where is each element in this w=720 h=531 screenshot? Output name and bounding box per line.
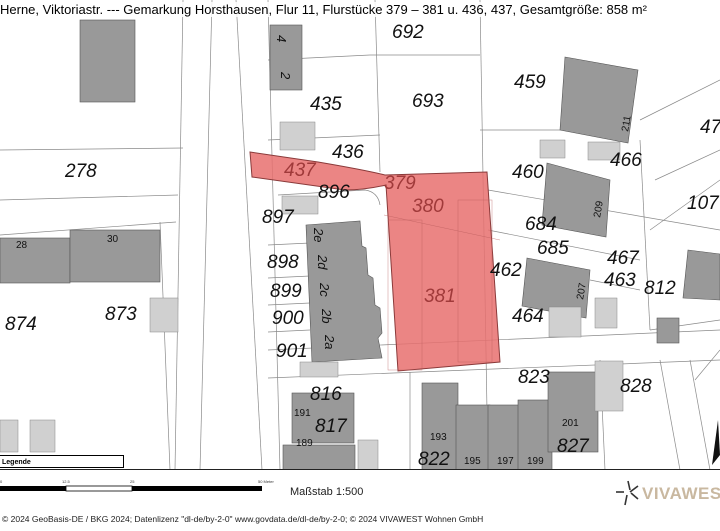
parcel-label: 693 bbox=[412, 91, 444, 112]
scalebar-tick: 0 bbox=[0, 479, 3, 484]
parcel-label: 684 bbox=[525, 214, 557, 235]
scale-text: Maßstab 1:500 bbox=[290, 486, 364, 498]
house-number: 201 bbox=[562, 418, 579, 429]
parcel-label: 874 bbox=[5, 314, 37, 335]
house-number: 189 bbox=[296, 438, 313, 449]
parcel-label: 823 bbox=[518, 367, 550, 388]
parcel-label: 460 bbox=[512, 162, 544, 183]
house-number: 28 bbox=[16, 240, 28, 251]
house-number: 195 bbox=[464, 456, 481, 467]
house-number: 199 bbox=[527, 456, 544, 467]
parcel-label: 466 bbox=[610, 150, 642, 171]
map-title: Herne, Viktoriastr. --- Gemarkung Horsth… bbox=[0, 2, 651, 17]
parcel-label: 459 bbox=[514, 72, 546, 93]
parcel-label: 278 bbox=[64, 161, 97, 182]
parcel-label: 817 bbox=[315, 416, 348, 437]
parcel-label: 462 bbox=[490, 260, 522, 281]
parcel-label: 463 bbox=[604, 270, 636, 291]
copyright: © 2024 GeoBasis-DE / BKG 2024; Datenlize… bbox=[2, 514, 484, 524]
highlight-parcel-label: 380 bbox=[412, 196, 444, 217]
north-arrow-icon bbox=[712, 420, 720, 465]
parcel-label: 873 bbox=[105, 304, 137, 325]
highlighted-parcels[interactable] bbox=[249, 151, 501, 372]
house-number: 2d bbox=[315, 254, 330, 270]
house-number: 207 bbox=[575, 282, 589, 301]
parcel-label: 899 bbox=[270, 281, 302, 302]
parcel-label: 901 bbox=[276, 341, 308, 362]
buildings bbox=[0, 19, 720, 470]
legend-button[interactable]: Legende bbox=[0, 455, 124, 468]
logo-text: VIVAWEST bbox=[642, 484, 720, 503]
house-number: 2b bbox=[319, 308, 334, 323]
logo-mark-icon bbox=[616, 480, 639, 506]
house-number: 209 bbox=[592, 200, 606, 219]
parcel-label: 897 bbox=[262, 207, 295, 228]
scalebar-tick: 25 bbox=[130, 479, 135, 484]
parcel-label: 816 bbox=[310, 384, 342, 405]
parcel-label: 435 bbox=[310, 94, 342, 115]
highlight-parcel-label: 379 bbox=[384, 173, 416, 194]
house-number: 191 bbox=[294, 408, 311, 419]
parcel-label: 812 bbox=[644, 278, 676, 299]
house-number: 193 bbox=[430, 432, 447, 443]
parcel-label: 685 bbox=[537, 238, 569, 259]
parcel-label: 467 bbox=[607, 248, 640, 269]
house-number: 211 bbox=[620, 114, 634, 132]
parcel-label: 436 bbox=[332, 142, 364, 163]
parcel-label: 898 bbox=[267, 252, 299, 273]
highlight-parcel-label: 381 bbox=[424, 286, 456, 307]
parcel-label: 828 bbox=[620, 376, 652, 397]
parcel-label: 896 bbox=[318, 182, 350, 203]
house-number: 30 bbox=[107, 234, 119, 245]
parcel-label: 827 bbox=[557, 436, 590, 457]
house-number: 197 bbox=[497, 456, 514, 467]
parcel-label: 692 bbox=[392, 22, 424, 43]
parcel-label: 900 bbox=[272, 308, 304, 329]
house-number: 2a bbox=[322, 334, 337, 349]
parcel-label: 464 bbox=[512, 306, 544, 327]
house-number: 2 bbox=[278, 71, 293, 80]
house-number: 2c bbox=[317, 282, 332, 297]
highlight-parcel-label: 437 bbox=[284, 160, 317, 181]
vivawest-logo: VIVAWEST bbox=[614, 478, 720, 508]
house-number: 4 bbox=[274, 35, 289, 42]
house-number: 2e bbox=[311, 227, 326, 242]
parcel-label: 107 bbox=[687, 193, 720, 214]
parcel-label: 47 bbox=[700, 117, 720, 138]
footer: 0 12.5 25 50 Meter Maßstab 1:500 VIVAWES… bbox=[0, 469, 720, 531]
scalebar-tick: 50 Meter bbox=[258, 479, 274, 484]
parcel-label: 822 bbox=[418, 449, 450, 470]
scalebar-tick: 12.5 bbox=[62, 479, 70, 484]
scale-bar bbox=[0, 485, 262, 492]
garages bbox=[0, 121, 624, 470]
